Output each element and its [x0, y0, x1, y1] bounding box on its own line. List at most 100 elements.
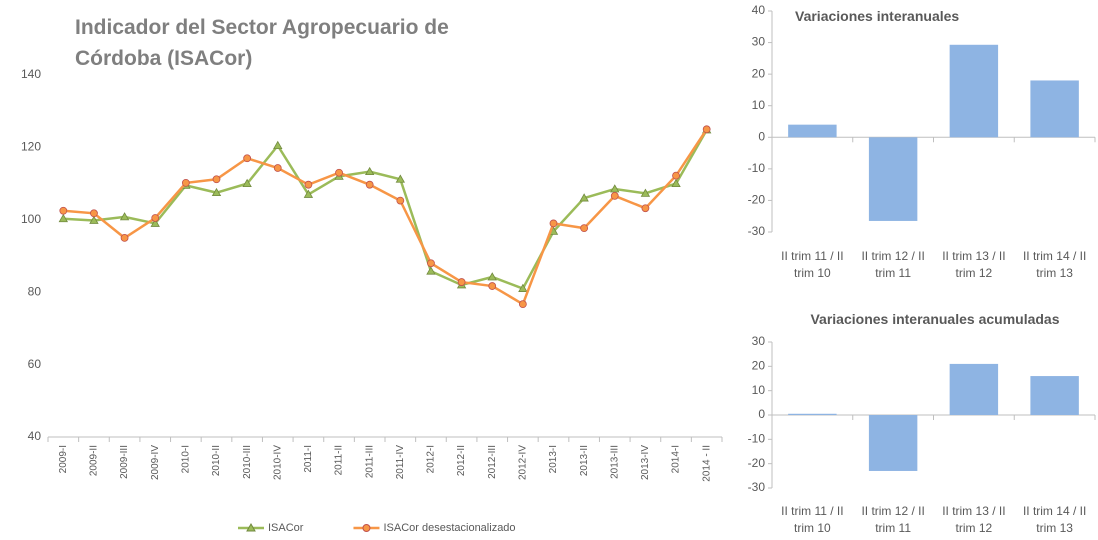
- y-tick-label: -30: [748, 224, 766, 238]
- y-tick-label: 80: [28, 284, 42, 298]
- point: [488, 282, 497, 290]
- point: [120, 233, 129, 242]
- y-tick-label: 30: [752, 35, 766, 49]
- x-tick-label: 2011-IV: [395, 445, 406, 480]
- y-tick-label: -20: [748, 193, 766, 207]
- point: [119, 212, 130, 221]
- x-tick-label: II trim 11 / II trim 10: [781, 249, 844, 280]
- point: [59, 206, 68, 215]
- y-tick-label: -10: [748, 161, 766, 175]
- y-tick-label: 20: [752, 359, 766, 373]
- x-tick-label: 2012-II: [456, 445, 467, 476]
- x-tick-label: II trim 13 / II trim 12: [942, 504, 1006, 535]
- point: [242, 178, 252, 187]
- point: [89, 215, 99, 224]
- x-tick-label: 2013-II: [579, 445, 590, 476]
- x-tick-label: II trim 14 / II trim 13: [1022, 504, 1087, 535]
- point: [671, 178, 681, 187]
- legend-marker: [246, 522, 256, 532]
- bar: [868, 137, 918, 221]
- x-tick-label: 2009-II: [89, 445, 100, 476]
- bar: [788, 413, 837, 415]
- point: [58, 213, 69, 223]
- point: [211, 187, 222, 197]
- point: [335, 168, 343, 177]
- point: [518, 300, 527, 309]
- point: [702, 125, 711, 134]
- x-tick-label: II trim 12 / II trim 11: [861, 504, 925, 535]
- legend-marker: [362, 524, 371, 532]
- point: [150, 218, 160, 227]
- x-tick-label: 2010-I: [181, 445, 192, 473]
- x-tick-label: 2014-I: [671, 445, 682, 473]
- bar: [949, 363, 999, 415]
- point: [427, 259, 435, 268]
- x-tick-label: II trim 11 / II trim 10: [781, 504, 844, 535]
- x-tick-label: 2013-I: [548, 445, 559, 473]
- y-tick-label: 30: [752, 334, 766, 348]
- y-tick-label: -10: [748, 432, 766, 446]
- x-tick-label: 2013-IV: [640, 445, 651, 480]
- bar: [949, 44, 999, 138]
- x-tick-label: 2009-I: [58, 445, 69, 473]
- point: [487, 272, 497, 281]
- point: [273, 164, 282, 172]
- x-tick-label: 2014 - II: [701, 445, 712, 482]
- y-tick-label: 0: [758, 129, 765, 143]
- point: [395, 174, 406, 183]
- x-tick-label: 2011-III: [364, 445, 375, 478]
- bar: [1030, 80, 1079, 138]
- y-tick-label: 10: [752, 98, 766, 112]
- x-tick-label: 2012-I: [426, 445, 437, 473]
- point: [518, 283, 528, 292]
- point: [640, 188, 651, 197]
- point: [90, 209, 98, 218]
- bar: [868, 415, 918, 471]
- x-tick-label: 2009-III: [119, 445, 130, 479]
- point: [365, 180, 374, 189]
- x-tick-label: 2012-III: [487, 445, 498, 479]
- y-tick-label: 40: [28, 429, 42, 443]
- x-tick-label: II trim 13 / II trim 12: [942, 249, 1006, 280]
- point: [396, 196, 405, 205]
- x-tick-label: 2011-II: [334, 445, 345, 475]
- point: [273, 140, 283, 149]
- y-tick-label: 140: [21, 67, 41, 81]
- y-tick-label: 100: [21, 212, 41, 226]
- point: [151, 214, 160, 222]
- chart-title: Variaciones interanuales acumuladas: [810, 311, 1060, 327]
- y-tick-label: 40: [752, 3, 766, 17]
- point: [181, 178, 190, 187]
- legend-label: ISACor desestacionalizado: [383, 522, 515, 534]
- x-tick-label: 2011-I: [303, 445, 314, 473]
- y-tick-label: 10: [752, 383, 766, 397]
- x-tick-label: 2013-III: [609, 445, 620, 479]
- x-tick-label: 2010-II: [211, 445, 222, 476]
- chart-title: Indicador del Sector Agropecuario de Cór…: [75, 16, 449, 70]
- x-tick-label: II trim 14 / II trim 13: [1022, 249, 1087, 280]
- point: [304, 180, 313, 189]
- point: [243, 154, 252, 163]
- point: [303, 189, 314, 198]
- point: [212, 175, 221, 184]
- bar: [1030, 376, 1079, 415]
- x-tick-label: 2012-IV: [518, 445, 529, 480]
- series-line: [63, 129, 708, 291]
- y-tick-label: -20: [748, 456, 766, 470]
- y-tick-label: 0: [758, 407, 765, 421]
- y-tick-label: 120: [21, 140, 41, 154]
- point: [579, 193, 589, 202]
- point: [426, 266, 436, 275]
- point: [641, 204, 650, 213]
- point: [610, 192, 619, 200]
- series-line: [63, 128, 708, 306]
- x-tick-label: 2009-IV: [150, 445, 161, 480]
- bar: [788, 124, 837, 138]
- y-tick-label: -30: [748, 480, 766, 494]
- point: [672, 171, 680, 180]
- y-tick-label: 60: [28, 357, 42, 371]
- x-tick-label: II trim 12 / II trim 11: [861, 249, 925, 280]
- y-tick-label: 20: [752, 66, 766, 80]
